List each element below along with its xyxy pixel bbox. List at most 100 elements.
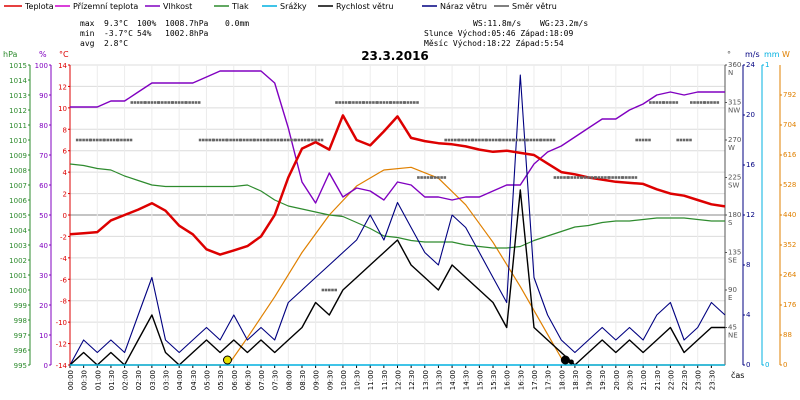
- chart-title: 23.3.2016: [361, 49, 429, 63]
- axis-hpa-tick-label: 1003: [9, 242, 27, 250]
- wind-dir-point: [440, 176, 443, 179]
- axis-pct-tick-label: 50: [39, 212, 48, 220]
- wind-dir-point: [167, 101, 170, 104]
- axis-hpa-tick-label: 999: [14, 302, 27, 310]
- x-tick-label: 00:30: [81, 370, 89, 390]
- axis-dir-dir-label: E: [728, 294, 732, 302]
- wind-dir-point: [515, 138, 519, 142]
- axis-w-tick-label: 704: [783, 121, 797, 129]
- axis-ms-tick-label: 0: [746, 361, 750, 369]
- wind-dir-point: [406, 101, 410, 104]
- wind-dir-point: [485, 138, 488, 142]
- axis-w-tick-label: 352: [783, 241, 796, 249]
- wind-dir-point: [655, 101, 659, 104]
- wind-dir-point: [416, 101, 419, 104]
- wind-dir-point: [335, 101, 338, 104]
- axes: 00:00 00:30 01:00 01:30 02:00 02:30 03:00 03:30…: [9, 61, 797, 390]
- wind-dir-point: [399, 101, 402, 104]
- x-tick-label: 06:30: [244, 370, 252, 390]
- wind-dir-point: [99, 138, 102, 142]
- wind-dir-point: [205, 138, 208, 142]
- wind-dir-point: [716, 101, 720, 104]
- axis-hpa-tick-label: 1011: [9, 122, 27, 130]
- wind-dir-point: [382, 101, 386, 104]
- wind-dir-point: [290, 138, 293, 142]
- axis-hpa-tick-label: 1012: [9, 107, 27, 115]
- axis-dir-dir-label: N: [728, 69, 733, 77]
- x-tick-label: 00:00: [67, 370, 75, 390]
- wind-dir-point: [662, 101, 666, 104]
- wind-dir-point: [320, 138, 324, 142]
- wind-dir-point: [552, 138, 556, 142]
- wind-dir-point: [321, 288, 325, 292]
- wind-dir-point: [587, 176, 590, 179]
- series-temperature: [69, 114, 726, 256]
- axis-dir-dir-label: S: [728, 219, 733, 227]
- wind-dir-point: [608, 176, 611, 179]
- axis-pct-tick-label: 90: [39, 92, 48, 100]
- wind-dir-point: [672, 101, 675, 104]
- wind-dir-point: [202, 138, 205, 142]
- wind-dir-point: [161, 101, 164, 104]
- x-tick-label: 09:00: [313, 370, 321, 390]
- x-tick-label: 03:00: [149, 370, 157, 390]
- axis-degc-tick-label: -6: [60, 276, 68, 284]
- x-tick-label: 21:00: [640, 370, 648, 390]
- axis-degc-tick-label: 12: [58, 83, 67, 91]
- legend-smer-vetru: Směr větru: [512, 2, 557, 11]
- x-tick-label: 13:00: [422, 370, 430, 390]
- stats-max-rain: 0.0mm: [225, 19, 249, 28]
- wind-dir-point: [256, 138, 260, 142]
- stats-moon: Měsíc Východ:18:22 Západ:5:54: [424, 39, 564, 48]
- wind-dir-point: [628, 176, 631, 179]
- axis-hpa-tick-label: 1014: [9, 77, 27, 85]
- x-tick-label: 07:30: [272, 370, 280, 390]
- wind-dir-point: [348, 101, 352, 104]
- wind-dir-point: [92, 138, 96, 142]
- wind-dir-point: [212, 138, 215, 142]
- wind-dir-point: [112, 138, 116, 142]
- wind-dir-point: [191, 101, 195, 104]
- axis-hpa-tick-label: 1008: [9, 167, 27, 175]
- axis-w-tick-label: 176: [783, 301, 797, 309]
- wind-dir-point: [444, 138, 447, 142]
- x-tick-label: 14:30: [463, 370, 471, 390]
- wind-dir-point: [634, 176, 638, 179]
- wind-dir-point: [597, 176, 601, 179]
- wind-dir-point: [276, 138, 280, 142]
- axis-degc-tick-label: -10: [56, 319, 67, 327]
- series-pressure: [69, 163, 725, 249]
- stats-block: max 9.3°C 100% 1008.7hPa 0.0mm min -3.7°…: [80, 19, 588, 48]
- stats-min-hum: 54%: [137, 29, 152, 38]
- x-tick-label: 16:00: [504, 370, 512, 390]
- wind-dir-point: [454, 138, 457, 142]
- wind-dir-point: [109, 138, 113, 142]
- wind-dir-point: [594, 176, 598, 179]
- stats-min-temp: -3.7°C: [104, 29, 133, 38]
- wind-dir-point: [372, 101, 375, 104]
- axis-hpa-tick-label: 995: [14, 362, 27, 370]
- wind-dir-point: [413, 101, 416, 104]
- wind-dir-point: [710, 101, 713, 104]
- axis-hpa-tick-label: 1015: [9, 62, 27, 70]
- stats-avg-label: avg: [80, 39, 95, 48]
- wind-dir-point: [450, 138, 454, 142]
- wind-dir-point: [648, 138, 651, 142]
- wind-dir-point: [665, 101, 669, 104]
- axis-unit-w: W: [782, 50, 790, 59]
- wind-dir-point: [526, 138, 529, 142]
- wind-dir-point: [177, 101, 181, 104]
- wind-dir-point: [331, 288, 334, 292]
- axis-hpa-tick-label: 1002: [9, 257, 27, 265]
- wind-dir-point: [641, 138, 645, 142]
- wind-dir-point: [573, 176, 577, 179]
- axis-dir-tick-label: 315: [728, 99, 741, 107]
- wind-dir-point: [185, 101, 188, 104]
- wind-dir-point: [576, 176, 580, 179]
- axis-mm-tick-label: 1: [765, 61, 769, 69]
- stats-ws: WS:11.8m/s: [473, 19, 521, 28]
- axis-degc-tick-label: 10: [58, 105, 67, 113]
- wind-dir-point: [334, 288, 337, 292]
- x-tick-label: 06:00: [231, 370, 239, 390]
